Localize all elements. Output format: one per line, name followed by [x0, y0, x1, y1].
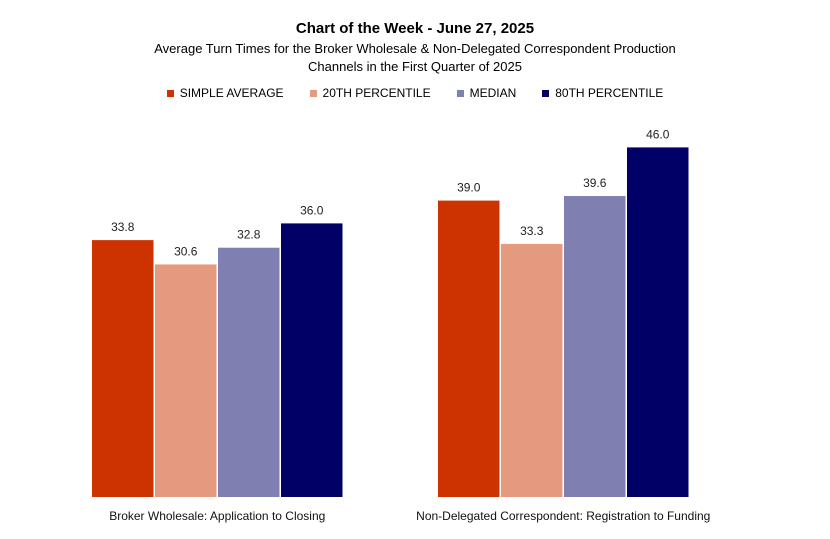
legend-label: 80TH PERCENTILE: [555, 86, 664, 100]
category-label: Broker Wholesale: Application to Closing: [109, 509, 325, 523]
bar-20th-percentile-0: [155, 264, 217, 497]
legend-item-80th-percentile: 80TH PERCENTILE: [542, 86, 663, 100]
legend-item-20th-percentile: 20TH PERCENTILE: [309, 86, 431, 100]
data-label: 33.8: [111, 220, 135, 234]
data-label: 39.6: [583, 176, 607, 190]
legend-swatch: [166, 89, 174, 97]
legend-label: MEDIAN: [469, 86, 517, 100]
legend-swatch: [309, 89, 317, 97]
chart-subtitle-line-2: Channels in the First Quarter of 2025: [308, 59, 522, 74]
bar-80th-percentile-0: [281, 223, 343, 497]
legend: SIMPLE AVERAGE 20TH PERCENTILE MEDIAN 80…: [0, 86, 830, 100]
data-label: 46.0: [646, 127, 670, 141]
category-label: Non-Delegated Correspondent: Registratio…: [416, 509, 710, 523]
chart-title: Chart of the Week - June 27, 2025: [295, 20, 535, 37]
bar-80th-percentile-1: [627, 147, 689, 497]
bar-median-1: [564, 196, 626, 498]
data-label: 32.8: [237, 228, 261, 242]
bar-20th-percentile-1: [501, 243, 563, 497]
legend-label: SIMPLE AVERAGE: [179, 86, 284, 100]
data-label: 36.0: [300, 203, 324, 217]
legend-label: 20TH PERCENTILE: [322, 86, 431, 100]
bar-simple-average-1: [438, 200, 500, 497]
chart-subtitle-line-1: Average Turn Times for the Broker Wholes…: [154, 41, 676, 56]
legend-item-simple-average: SIMPLE AVERAGE: [166, 86, 284, 100]
legend-swatch: [456, 89, 464, 97]
data-label: 30.6: [174, 244, 198, 258]
legend-swatch: [542, 89, 550, 97]
bar-simple-average-0: [92, 240, 154, 497]
legend-item-median: MEDIAN: [456, 86, 517, 100]
data-label: 39.0: [457, 181, 481, 195]
data-label: 33.3: [520, 224, 544, 238]
bar-median-0: [218, 247, 280, 497]
